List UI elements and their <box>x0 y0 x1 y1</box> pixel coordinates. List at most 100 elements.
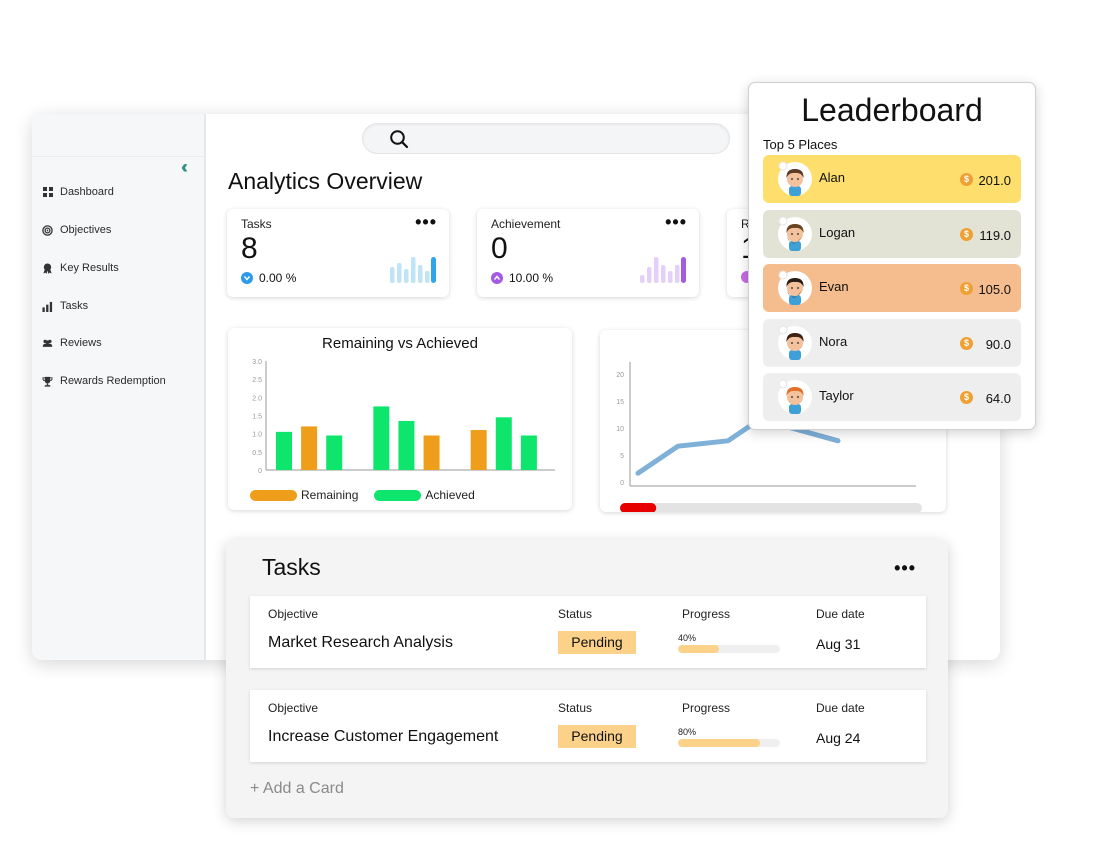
sidebar-item-key-results[interactable]: Key Results <box>42 258 119 278</box>
stat-card-tasks: Tasks ••• 8 0.00 % <box>227 209 449 297</box>
ribbon-icon <box>42 262 53 274</box>
remaining-vs-achieved-card: Remaining vs Achieved 0 0.5 1.0 1.5 2.0 2.5 3.… <box>228 328 572 510</box>
leaderboard-row[interactable]: Taylor $ 64.0 <box>763 373 1021 421</box>
coin-icon: $ <box>960 227 973 241</box>
grid-icon <box>42 187 53 198</box>
y-tick-label: 2.5 <box>252 377 262 384</box>
column-header-status: Status <box>558 607 593 621</box>
stat-value: 0 <box>491 232 508 265</box>
avatar <box>778 216 812 251</box>
sidebar-item-dashboard[interactable]: Dashboard <box>42 182 114 202</box>
y-tick-label: 0 <box>620 480 624 487</box>
task-card[interactable]: Objective Status Progress Due date Incre… <box>250 690 926 762</box>
bar-remaining <box>301 426 318 470</box>
stat-change: 0.00 % <box>241 271 296 285</box>
arrow-up-icon <box>491 272 503 284</box>
column-header-objective: Objective <box>268 701 319 715</box>
search-input[interactable] <box>411 128 711 150</box>
stat-label: Achievement <box>491 217 561 231</box>
task-card[interactable]: Objective Status Progress Due date Marke… <box>250 596 926 668</box>
sidebar-item-tasks[interactable]: Tasks <box>42 296 88 316</box>
column-header-due-date: Due date <box>816 701 865 715</box>
avatar <box>778 270 812 305</box>
leaderboard-row[interactable]: Nora $ 90.0 <box>763 318 1021 367</box>
collapse-sidebar-icon[interactable]: ‹‹ <box>181 157 188 177</box>
trophy-icon <box>42 376 53 387</box>
bar-achieved <box>373 406 390 470</box>
leaderboard-title: Leaderboard <box>801 92 983 128</box>
arrow-down-icon <box>241 272 253 284</box>
legend-label-achieved: Achieved <box>425 488 475 502</box>
tasks-title: Tasks <box>262 554 321 580</box>
status-badge[interactable]: Pending <box>558 631 636 654</box>
due-date: Aug 31 <box>816 636 861 652</box>
sidebar-item-rewards-redemption[interactable]: Rewards Redemption <box>42 371 166 391</box>
sidebar-item-label: Objectives <box>60 224 112 236</box>
progress-label: 40% <box>678 633 697 643</box>
y-tick-label: 10 <box>616 426 624 433</box>
bar-achieved <box>495 417 512 470</box>
y-tick-label: 0 <box>258 468 262 475</box>
sidebar-item-label: Tasks <box>60 300 89 312</box>
progress-bar <box>678 739 780 747</box>
page-title: Analytics Overview <box>228 168 423 194</box>
sidebar-item-reviews[interactable]: Reviews <box>42 333 102 353</box>
leaderboard-panel: Leaderboard Top 5 Places Alan $ 201.0 Lo… <box>748 82 1036 430</box>
y-tick-label: 5 <box>620 453 624 460</box>
status-badge[interactable]: Pending <box>558 725 636 748</box>
progress-label: 80% <box>678 727 697 737</box>
search-icon[interactable] <box>389 129 409 154</box>
leaderboard-score: 105.0 <box>978 282 1011 297</box>
due-date: Aug 24 <box>816 730 861 746</box>
column-header-due-date: Due date <box>816 607 865 621</box>
kr-progress-track <box>620 503 922 512</box>
sidebar: ‹‹ Dashboard Objectives Key Results Task… <box>32 114 206 660</box>
people-icon <box>42 338 53 349</box>
more-options-icon[interactable]: ••• <box>894 558 916 578</box>
y-tick-label: 2.0 <box>252 395 262 402</box>
bar-achieved <box>520 435 537 470</box>
leaderboard-name: Taylor <box>819 388 854 403</box>
stat-label: Tasks <box>241 217 272 231</box>
sidebar-item-objectives[interactable]: Objectives <box>42 220 111 240</box>
sidebar-divider <box>32 156 204 157</box>
leaderboard-row[interactable]: Alan $ 201.0 <box>763 155 1021 203</box>
y-tick-label: 1.0 <box>252 432 262 439</box>
leaderboard-score: 90.0 <box>985 336 1011 352</box>
stat-change-value: 0.00 % <box>259 271 297 285</box>
bar-chart-icon <box>42 301 53 312</box>
y-tick-label: 1.5 <box>252 414 262 421</box>
leaderboard-name: Alan <box>819 170 846 185</box>
legend: Remaining Achieved <box>250 488 475 502</box>
stat-label: R <box>741 217 750 231</box>
bar-achieved <box>326 435 343 470</box>
sidebar-item-label: Rewards Redemption <box>60 375 166 387</box>
leaderboard-row[interactable]: Evan $ 105.0 <box>763 264 1021 312</box>
stat-card-achievement: Achievement ••• 0 10.00 % <box>477 209 699 297</box>
tasks-panel: Tasks ••• Objective Status Progress Due … <box>226 540 948 818</box>
column-header-objective: Objective <box>268 607 319 621</box>
leaderboard-subtitle: Top 5 Places <box>763 137 838 152</box>
bar-remaining <box>423 435 440 470</box>
add-card-button[interactable]: + Add a Card <box>250 780 344 797</box>
sparkline-chart <box>390 257 436 283</box>
column-header-progress: Progress <box>682 607 731 621</box>
progress-fill <box>678 645 719 653</box>
leaderboard-score: 201.0 <box>978 173 1011 188</box>
leaderboard-score: 64.0 <box>985 391 1011 406</box>
y-tick-label: 3.0 <box>252 359 262 366</box>
sparkline-chart <box>640 257 686 283</box>
leaderboard-row[interactable]: Logan $ 119.0 <box>763 209 1021 258</box>
search-bar[interactable] <box>362 123 730 154</box>
more-options-icon[interactable]: ••• <box>665 212 687 232</box>
coin-icon: $ <box>960 173 973 186</box>
more-options-icon[interactable]: ••• <box>415 212 437 232</box>
leaderboard-name: Evan <box>819 279 849 294</box>
target-icon <box>42 224 53 236</box>
sidebar-item-label: Dashboard <box>60 186 114 198</box>
chart-title: Remaining vs Achieved <box>322 335 478 352</box>
y-tick-label: 15 <box>616 399 624 406</box>
bar-achieved <box>398 420 415 470</box>
progress-bar <box>678 645 780 653</box>
bar-remaining <box>470 430 487 470</box>
